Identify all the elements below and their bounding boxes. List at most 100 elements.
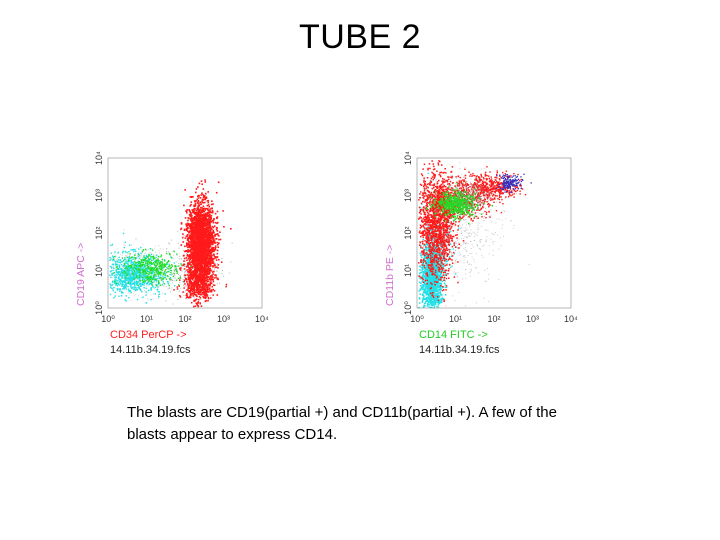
scatter-dot bbox=[134, 265, 136, 267]
scatter-dot bbox=[208, 234, 210, 236]
scatter-dot bbox=[113, 253, 115, 255]
scatter-dot bbox=[154, 273, 156, 275]
scatter-dot bbox=[212, 203, 214, 205]
scatter-dot bbox=[142, 263, 144, 266]
scatter-dot bbox=[142, 275, 144, 277]
scatter-dot bbox=[187, 273, 189, 275]
scatter-dot bbox=[133, 248, 135, 251]
scatter-dot bbox=[168, 284, 170, 287]
scatter-dot bbox=[195, 274, 198, 276]
scatter-dot bbox=[204, 288, 206, 291]
scatter-dot bbox=[118, 278, 121, 280]
scatter-dot bbox=[205, 263, 207, 265]
scatter-dot bbox=[130, 276, 132, 278]
scatter-dot bbox=[212, 271, 214, 273]
scatter-dot bbox=[129, 279, 132, 281]
scatter-dot bbox=[196, 250, 198, 252]
scatter-dot bbox=[176, 267, 177, 269]
scatter-dot bbox=[178, 273, 179, 275]
scatter-dot bbox=[186, 253, 187, 255]
scatter-dot bbox=[456, 243, 458, 245]
scatter-dot bbox=[450, 254, 452, 256]
scatter-dot bbox=[117, 283, 119, 285]
scatter-dot bbox=[147, 259, 149, 261]
scatter-dot bbox=[193, 245, 196, 247]
scatter-dot bbox=[164, 260, 166, 262]
scatter-dot bbox=[158, 275, 160, 276]
scatter-dot bbox=[141, 297, 142, 299]
scatter-dot bbox=[183, 285, 185, 287]
scatter-dot bbox=[147, 266, 150, 268]
scatter-dot bbox=[129, 290, 131, 292]
scatter-dot bbox=[158, 245, 160, 247]
scatter-dot bbox=[187, 243, 190, 246]
scatter-dot bbox=[134, 253, 136, 254]
scatter-dot bbox=[214, 264, 216, 266]
scatter-dot bbox=[204, 251, 207, 253]
scatter-dot bbox=[113, 297, 115, 299]
scatter-dot bbox=[147, 278, 149, 280]
scatter-dot bbox=[193, 251, 195, 253]
scatter-dot bbox=[203, 218, 205, 220]
scatter-dot bbox=[187, 258, 190, 260]
scatter-dot bbox=[148, 270, 150, 273]
scatter-dot bbox=[133, 276, 135, 278]
scatter-dot bbox=[204, 225, 206, 228]
scatter-dot bbox=[202, 199, 204, 201]
y-tick-label: 10¹ bbox=[94, 264, 104, 277]
scatter-dot bbox=[134, 262, 136, 264]
scatter-dot bbox=[187, 262, 189, 264]
scatter-dot bbox=[205, 286, 207, 288]
scatter-dot bbox=[213, 240, 215, 243]
scatter-dot bbox=[124, 244, 126, 246]
scatter-dot bbox=[193, 287, 195, 289]
scatter-dot bbox=[144, 263, 147, 265]
scatter-dot bbox=[157, 269, 159, 271]
scatter-dot bbox=[203, 294, 206, 296]
scatter-dot bbox=[198, 225, 201, 228]
scatter-dot bbox=[209, 276, 211, 278]
scatter-dot bbox=[133, 271, 135, 273]
scatter-dot bbox=[193, 274, 195, 276]
scatter-dot bbox=[196, 236, 199, 238]
scatter-dot bbox=[158, 265, 159, 267]
scatter-dot bbox=[187, 242, 189, 245]
scatter-dot bbox=[188, 210, 191, 212]
scatter-dot bbox=[200, 211, 202, 214]
scatter-dot bbox=[120, 263, 123, 266]
scatter-dot bbox=[121, 267, 123, 270]
scatter-dot bbox=[208, 246, 211, 249]
scatter-dot bbox=[125, 255, 127, 257]
scatter-dot bbox=[158, 257, 160, 259]
scatter-dot bbox=[204, 194, 206, 197]
scatter-dot bbox=[131, 273, 133, 275]
scatter-dot bbox=[179, 282, 181, 284]
scatter-dot bbox=[189, 223, 192, 225]
scatter-dot bbox=[210, 269, 212, 272]
scatter-dot bbox=[125, 267, 127, 269]
scatter-dot bbox=[196, 242, 199, 244]
scatter-dot bbox=[191, 254, 194, 257]
scatter-dot bbox=[135, 273, 137, 276]
scatter-dot bbox=[139, 269, 141, 271]
scatter-dot bbox=[169, 269, 171, 271]
scatter-dot bbox=[212, 279, 214, 281]
scatter-dot bbox=[188, 291, 189, 293]
scatter-dot bbox=[190, 201, 193, 203]
scatter-dot bbox=[199, 284, 201, 286]
scatter-dot bbox=[139, 277, 141, 278]
scatter-dot bbox=[196, 248, 199, 250]
scatter-dot bbox=[139, 283, 141, 285]
scatter-dot bbox=[184, 272, 186, 274]
scatter-dot bbox=[184, 245, 186, 248]
scatter-dot bbox=[189, 228, 192, 230]
scatter-dot bbox=[197, 265, 200, 268]
scatter-dot bbox=[130, 267, 132, 269]
scatter-dot bbox=[113, 280, 116, 283]
scatter-dot bbox=[146, 281, 149, 284]
scatter-dot bbox=[212, 238, 214, 240]
scatter-dot bbox=[135, 283, 137, 285]
scatter-dot bbox=[189, 250, 192, 252]
scatter-dot bbox=[204, 212, 207, 215]
scatter-dot bbox=[129, 269, 131, 271]
